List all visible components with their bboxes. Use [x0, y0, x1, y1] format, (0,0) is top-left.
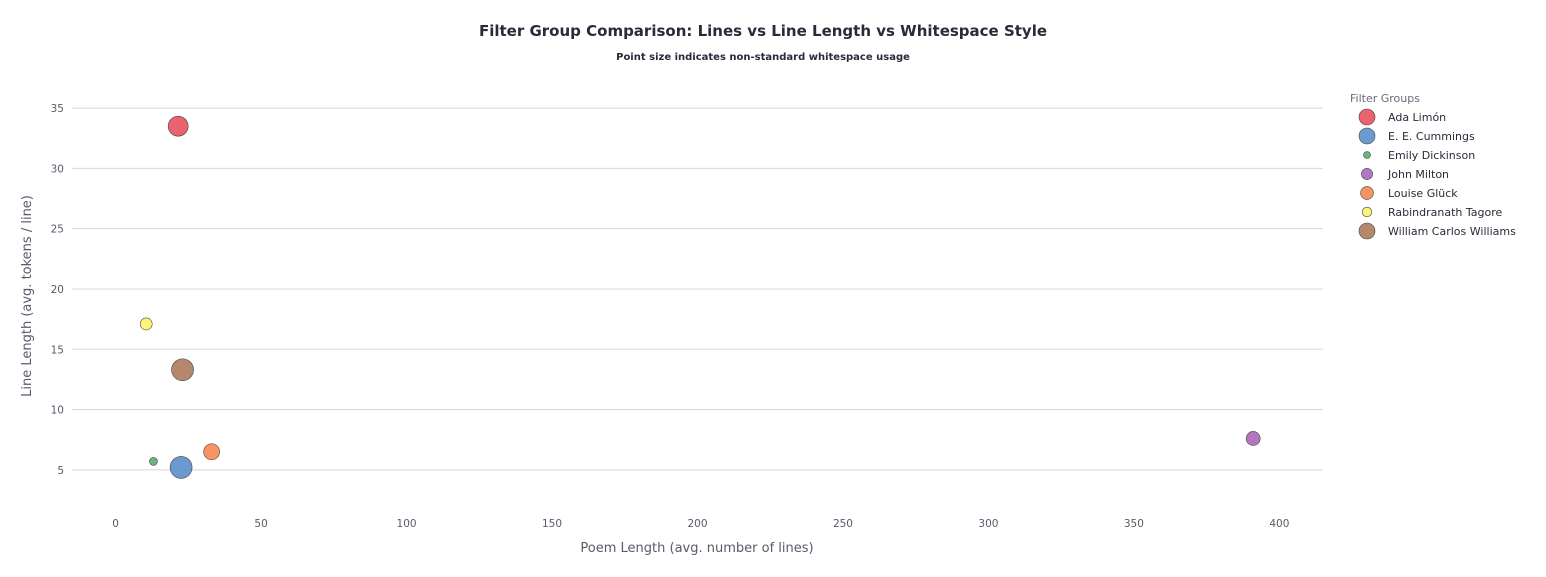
y-tick-label: 15	[51, 344, 64, 356]
legend-marker[interactable]	[1358, 222, 1376, 240]
legend-item-label[interactable]: Ada Limón	[1388, 111, 1446, 124]
legend-marker[interactable]	[1360, 186, 1374, 200]
x-tick-label: 0	[112, 518, 119, 530]
y-tick-label: 35	[51, 103, 64, 115]
legend-marker[interactable]	[1361, 168, 1373, 180]
data-points	[139, 115, 1261, 479]
chart-subtitle: Point size indicates non-standard whites…	[616, 52, 910, 63]
y-tick-label: 5	[57, 465, 64, 477]
y-tick-label: 30	[51, 163, 64, 175]
legend-item-label[interactable]: John Milton	[1387, 168, 1449, 181]
x-tick-label: 50	[254, 518, 267, 530]
x-tick-label: 350	[1124, 518, 1144, 530]
legend-marker[interactable]	[1363, 151, 1371, 159]
gridlines	[72, 107, 1323, 471]
legend: Filter Groups Ada Limón E. E. Cummings Emi…	[1350, 92, 1516, 240]
chart-title: Filter Group Comparison: Lines vs Line L…	[479, 22, 1047, 40]
legend-item-label[interactable]: E. E. Cummings	[1388, 130, 1475, 143]
y-tick-label: 20	[51, 284, 64, 296]
legend-title: Filter Groups	[1350, 92, 1420, 105]
data-point[interactable]	[171, 358, 194, 382]
y-axis-ticks: 5 10 15 20 25 30 35	[51, 103, 64, 477]
legend-item-label[interactable]: Rabindranath Tagore	[1388, 206, 1503, 219]
x-tick-label: 150	[542, 518, 562, 530]
legend-item-label[interactable]: Louise Glück	[1388, 187, 1458, 200]
x-axis-ticks: 0 50 100 150 200 250 300 350 400	[112, 518, 1289, 530]
data-point[interactable]	[203, 443, 220, 461]
y-tick-label: 25	[51, 224, 64, 236]
legend-marker[interactable]	[1358, 127, 1376, 145]
data-point[interactable]	[139, 317, 153, 331]
x-tick-label: 100	[397, 518, 417, 530]
legend-item-label[interactable]: William Carlos Williams	[1388, 225, 1516, 238]
data-point[interactable]	[169, 456, 193, 479]
x-tick-label: 400	[1269, 518, 1289, 530]
x-tick-label: 300	[978, 518, 998, 530]
x-tick-label: 200	[687, 518, 707, 530]
data-point[interactable]	[167, 115, 189, 137]
legend-marker[interactable]	[1358, 108, 1376, 126]
y-axis-label: Line Length (avg. tokens / line)	[20, 195, 35, 397]
data-point[interactable]	[149, 457, 158, 466]
x-axis-label: Poem Length (avg. number of lines)	[580, 541, 813, 556]
x-tick-label: 250	[833, 518, 853, 530]
legend-marker[interactable]	[1361, 206, 1373, 218]
y-tick-label: 10	[51, 405, 64, 417]
legend-item-label[interactable]: Emily Dickinson	[1388, 149, 1475, 162]
data-point[interactable]	[1245, 431, 1261, 446]
